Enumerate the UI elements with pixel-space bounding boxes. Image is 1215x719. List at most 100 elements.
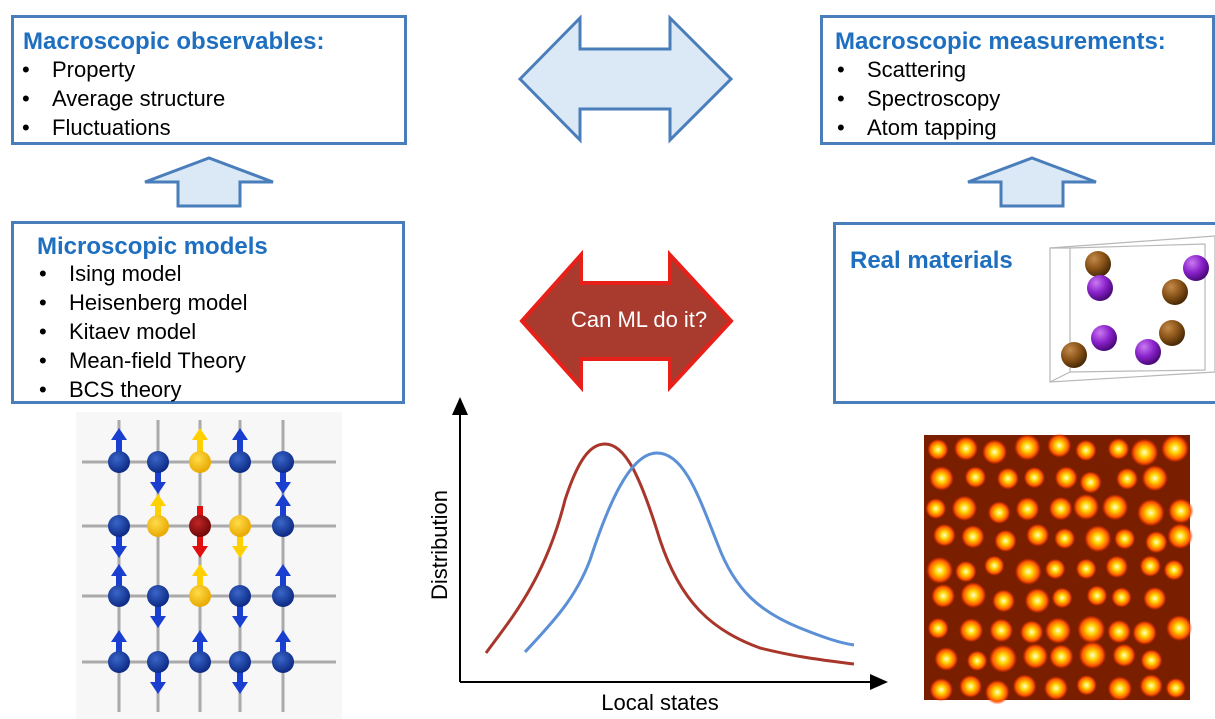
stm-spot — [1145, 531, 1168, 554]
measurements-title: Macroscopic measurements: — [835, 28, 1166, 55]
spin-row-4 — [108, 630, 294, 694]
stm-spot — [1107, 676, 1133, 701]
stm-spot — [960, 582, 987, 609]
observables-title: Macroscopic observables: — [23, 28, 325, 55]
stm-spot — [959, 618, 984, 643]
stm-spot — [1014, 434, 1041, 461]
stm-spot — [1077, 615, 1106, 644]
stm-image — [924, 433, 1194, 705]
ml-arrow-label: Can ML do it? — [571, 307, 708, 332]
list-item: Average structure — [22, 84, 225, 113]
stm-spot — [925, 498, 947, 519]
stm-spot — [1079, 471, 1102, 494]
stm-spot — [989, 644, 1017, 673]
measurements-box: Macroscopic measurements: Scattering Spe… — [820, 15, 1215, 145]
stm-spot — [994, 529, 1017, 553]
stm-spot — [1143, 587, 1167, 610]
materials-box: Real materials — [833, 222, 1215, 404]
red-distribution-curve — [484, 442, 855, 666]
stm-spot — [992, 589, 1015, 613]
list-item: Kitaev model — [39, 317, 248, 346]
stm-spot — [927, 617, 949, 639]
y-axis-label: Distribution — [427, 489, 452, 601]
stm-spot — [929, 678, 953, 702]
stm-spot — [985, 679, 1010, 705]
stm-spot — [1024, 588, 1050, 614]
distribution-plot — [452, 397, 888, 690]
list-item: Fluctuations — [22, 113, 225, 142]
stm-spot — [1105, 555, 1129, 578]
stm-spot — [927, 439, 949, 460]
stm-spot — [959, 675, 982, 698]
list-item: Property — [22, 55, 225, 84]
stm-spot — [1078, 641, 1107, 669]
stm-spot — [1014, 558, 1042, 585]
stm-spot — [1132, 620, 1157, 645]
stm-spot — [951, 495, 978, 521]
models-list: Ising model Heisenberg model Kitaev mode… — [39, 259, 248, 404]
stm-spot — [1130, 438, 1159, 467]
stm-spot — [964, 466, 987, 488]
list-item: Atom tapping — [837, 113, 1000, 142]
stm-spot — [1044, 617, 1072, 644]
observables-list: Property Average structure Fluctuations — [22, 55, 225, 142]
list-item: Mean-field Theory — [39, 346, 248, 375]
list-item: Spectroscopy — [837, 84, 1000, 113]
stm-spot — [1026, 523, 1050, 547]
stm-spot — [1023, 467, 1045, 489]
up-arrow-right — [967, 156, 1097, 208]
spin-row-1 — [108, 428, 294, 494]
stm-spot — [984, 555, 1005, 576]
stm-spot — [1168, 498, 1194, 524]
stm-spot — [1084, 525, 1112, 553]
list-item: Ising model — [39, 259, 248, 288]
stm-spot — [1137, 499, 1165, 527]
stm-spot — [1047, 433, 1072, 458]
stm-spot — [1073, 493, 1100, 520]
stm-spot — [934, 647, 959, 671]
spin-row-2 — [108, 494, 294, 558]
list-item: BCS theory — [39, 375, 248, 404]
stm-spot — [1163, 559, 1185, 581]
stm-spot — [1022, 643, 1048, 669]
stm-spot — [1048, 496, 1073, 521]
stm-spot — [955, 560, 977, 583]
observables-box: Macroscopic observables: Property Averag… — [11, 15, 407, 145]
stm-spot — [954, 436, 978, 461]
spin-row-3 — [108, 564, 294, 628]
double-arrow-top — [517, 14, 734, 144]
stm-spot — [1167, 523, 1193, 549]
stm-spot — [1051, 587, 1073, 609]
spin-lattice-image — [76, 412, 342, 719]
stm-spot — [931, 584, 956, 608]
stm-spot — [1107, 438, 1130, 460]
stm-spot — [1049, 644, 1074, 669]
stm-spot — [1054, 466, 1078, 490]
up-arrow-left — [144, 156, 274, 208]
stm-spot — [1114, 528, 1136, 550]
stm-spot — [1076, 675, 1097, 696]
stm-spot — [987, 501, 1011, 524]
stm-spot — [966, 650, 988, 671]
blue-distribution-curve — [523, 451, 855, 654]
stm-spot — [1111, 587, 1132, 608]
materials-title: Real materials — [850, 247, 1013, 274]
measurements-list: Scattering Spectroscopy Atom tapping — [837, 55, 1000, 142]
crystal-structure-image — [1049, 235, 1215, 383]
stm-spot — [997, 467, 1019, 490]
list-item: Scattering — [837, 55, 1000, 84]
stm-spot — [1086, 585, 1108, 606]
stm-spot — [961, 525, 985, 549]
stm-spot — [982, 439, 1007, 465]
stm-spot — [1045, 558, 1066, 580]
stm-spot — [1015, 497, 1040, 521]
stm-spot — [1019, 620, 1044, 644]
stm-spot — [1075, 558, 1097, 580]
stm-spot — [1141, 465, 1168, 492]
stm-spot — [989, 618, 1014, 643]
stm-spot — [1044, 676, 1068, 701]
x-axis-label: Local states — [601, 690, 719, 715]
stm-spot — [929, 466, 954, 491]
stm-spot — [926, 556, 954, 584]
